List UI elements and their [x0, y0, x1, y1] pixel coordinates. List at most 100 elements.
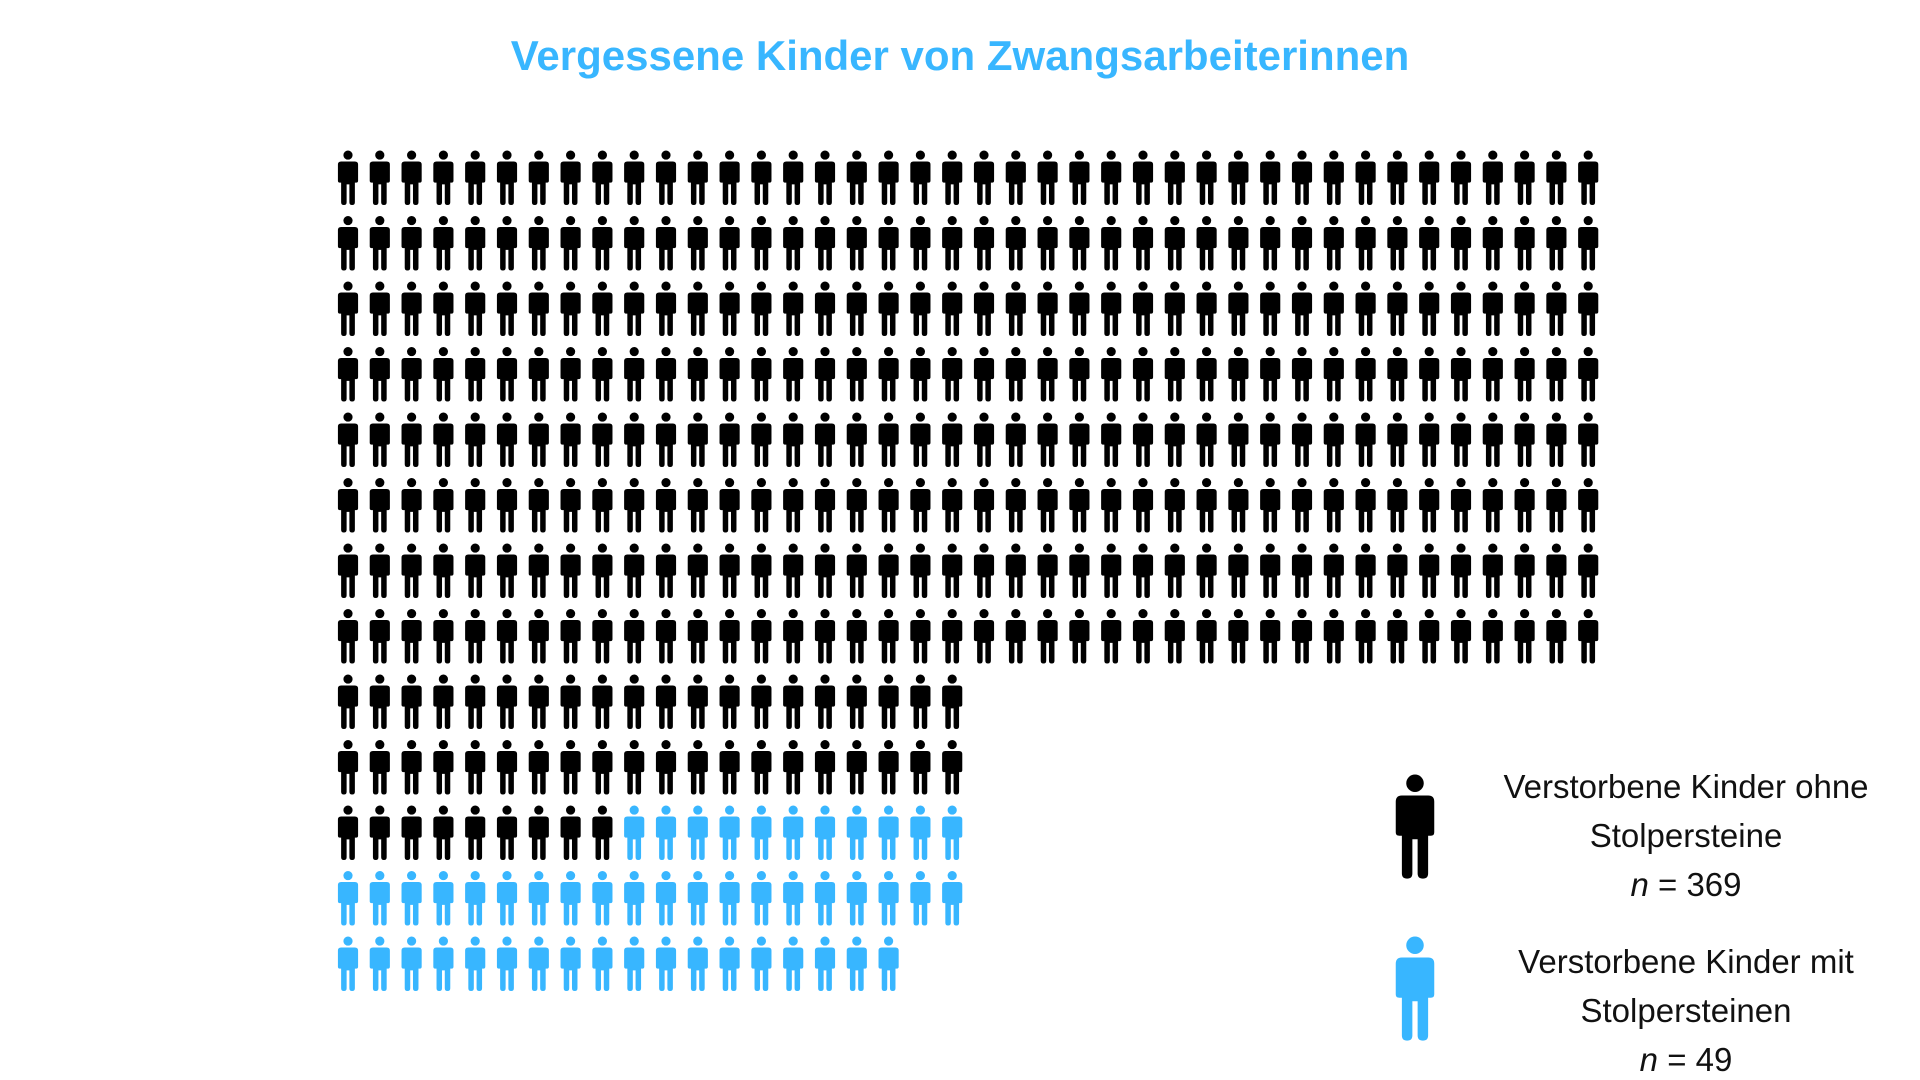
person-icon-without-stolperstein [1005, 478, 1026, 533]
person-icon-without-stolperstein [369, 740, 390, 795]
person-icon-without-stolperstein [910, 674, 931, 730]
person-icon-without-stolperstein [751, 609, 772, 664]
person-icon-without-stolperstein [655, 674, 677, 730]
person-icon-with-stolperstein [878, 936, 899, 992]
person-icon-without-stolperstein [1450, 281, 1472, 337]
person-icon-without-stolperstein [624, 478, 645, 533]
person-icon-without-stolperstein [783, 216, 804, 271]
person-icon-without-stolperstein [1578, 150, 1599, 206]
person-icon-without-stolperstein [528, 216, 549, 271]
person-icon-without-stolperstein [401, 543, 422, 599]
person-icon-without-stolperstein [1069, 216, 1090, 271]
person-icon-without-stolperstein [465, 150, 486, 206]
person-icon-without-stolperstein [1291, 281, 1313, 337]
person-icon-without-stolperstein [814, 543, 836, 599]
person-icon-without-stolperstein [655, 150, 677, 206]
person-icon-with-stolperstein [719, 936, 740, 992]
person-icon-without-stolperstein [1291, 478, 1313, 533]
person-icon-without-stolperstein [401, 674, 422, 730]
person-icon-without-stolperstein [592, 281, 613, 337]
person-icon-without-stolperstein [1355, 150, 1376, 206]
person-icon-with-stolperstein [369, 936, 390, 992]
person-icon-without-stolperstein [528, 412, 549, 468]
person-icon-without-stolperstein [687, 281, 708, 337]
person-icon-without-stolperstein [337, 281, 359, 337]
person-icon-without-stolperstein [1164, 478, 1185, 533]
person-icon-without-stolperstein [973, 150, 995, 206]
person-icon-without-stolperstein [1419, 281, 1440, 337]
person-icon-without-stolperstein [1164, 281, 1185, 337]
person-icon-without-stolperstein [1037, 216, 1058, 271]
person-icon-without-stolperstein [1228, 281, 1249, 337]
person-icon-with-stolperstein [560, 936, 581, 992]
person-icon-without-stolperstein [465, 674, 486, 730]
person-icon-without-stolperstein [496, 478, 518, 533]
person-icon-without-stolperstein [369, 281, 390, 337]
person-icon-without-stolperstein [783, 281, 804, 337]
person-icon-without-stolperstein [687, 740, 708, 795]
person-icon-without-stolperstein [687, 150, 708, 206]
person-icon-without-stolperstein [942, 478, 963, 533]
person-icon-without-stolperstein [337, 150, 359, 206]
person-icon-without-stolperstein [1069, 543, 1090, 599]
person-icon-without-stolperstein [1228, 609, 1249, 664]
person-icon-without-stolperstein [1101, 216, 1122, 271]
person-icon-without-stolperstein [433, 281, 454, 337]
person-icon-with-stolperstein [369, 871, 390, 926]
person-icon-with-stolperstein [814, 936, 836, 992]
person-icon-without-stolperstein [942, 543, 963, 599]
person-icon-without-stolperstein [1546, 609, 1567, 664]
person-icon-without-stolperstein [655, 281, 677, 337]
person-icon-without-stolperstein [878, 216, 899, 271]
person-icon-without-stolperstein [1387, 478, 1408, 533]
person-icon-without-stolperstein [751, 478, 772, 533]
person-icon-without-stolperstein [401, 412, 422, 468]
person-icon-without-stolperstein [465, 347, 486, 402]
person-icon-without-stolperstein [1419, 412, 1440, 468]
person-icon-without-stolperstein [1514, 478, 1535, 533]
person-icon-without-stolperstein [655, 609, 677, 664]
person-icon-without-stolperstein [465, 281, 486, 337]
person-icon-without-stolperstein [528, 347, 549, 402]
person-icon-without-stolperstein [624, 740, 645, 795]
person-icon-without-stolperstein [433, 674, 454, 730]
person-icon-without-stolperstein [1196, 412, 1217, 468]
person-icon-without-stolperstein [1387, 609, 1408, 664]
person-icon-without-stolperstein [910, 740, 931, 795]
person-icon-without-stolperstein [878, 412, 899, 468]
person-icon-without-stolperstein [465, 412, 486, 468]
person-icon-without-stolperstein [624, 609, 645, 664]
person-icon-with-stolperstein [496, 871, 518, 926]
person-icon-without-stolperstein [687, 674, 708, 730]
person-icon-without-stolperstein [687, 412, 708, 468]
legend-label-line1: Verstorbene Kinder ohne [1503, 768, 1869, 805]
person-icon-without-stolperstein [496, 281, 518, 337]
person-icon-with-stolperstein [878, 805, 899, 861]
person-icon-with-stolperstein [687, 871, 708, 926]
person-icon-without-stolperstein [719, 740, 740, 795]
person-icon-without-stolperstein [592, 150, 613, 206]
person-icon-without-stolperstein [719, 412, 740, 468]
person-icon-without-stolperstein [528, 740, 549, 795]
person-icon-without-stolperstein [528, 478, 549, 533]
person-icon-without-stolperstein [655, 412, 677, 468]
person-icon-without-stolperstein [1260, 543, 1281, 599]
person-icon-with-stolperstein [687, 805, 708, 861]
person-icon-without-stolperstein [1196, 609, 1217, 664]
person-icon-without-stolperstein [1196, 150, 1217, 206]
legend-count-value: = 369 [1658, 866, 1742, 903]
person-icon-with-stolperstein [846, 871, 867, 926]
person-icon-without-stolperstein [592, 216, 613, 271]
person-icon-without-stolperstein [942, 150, 963, 206]
person-icon-without-stolperstein [496, 805, 518, 861]
person-icon-with-stolperstein [910, 805, 931, 861]
person-icon-with-stolperstein [655, 805, 677, 861]
person-icon-without-stolperstein [1132, 216, 1154, 271]
person-icon-with-stolperstein [655, 871, 677, 926]
person-icon-without-stolperstein [655, 347, 677, 402]
person-icon-with-stolperstein [783, 871, 804, 926]
person-icon-with-stolperstein [846, 805, 867, 861]
person-icon-without-stolperstein [846, 216, 867, 271]
person-icon-without-stolperstein [878, 740, 899, 795]
person-icon-without-stolperstein [369, 347, 390, 402]
